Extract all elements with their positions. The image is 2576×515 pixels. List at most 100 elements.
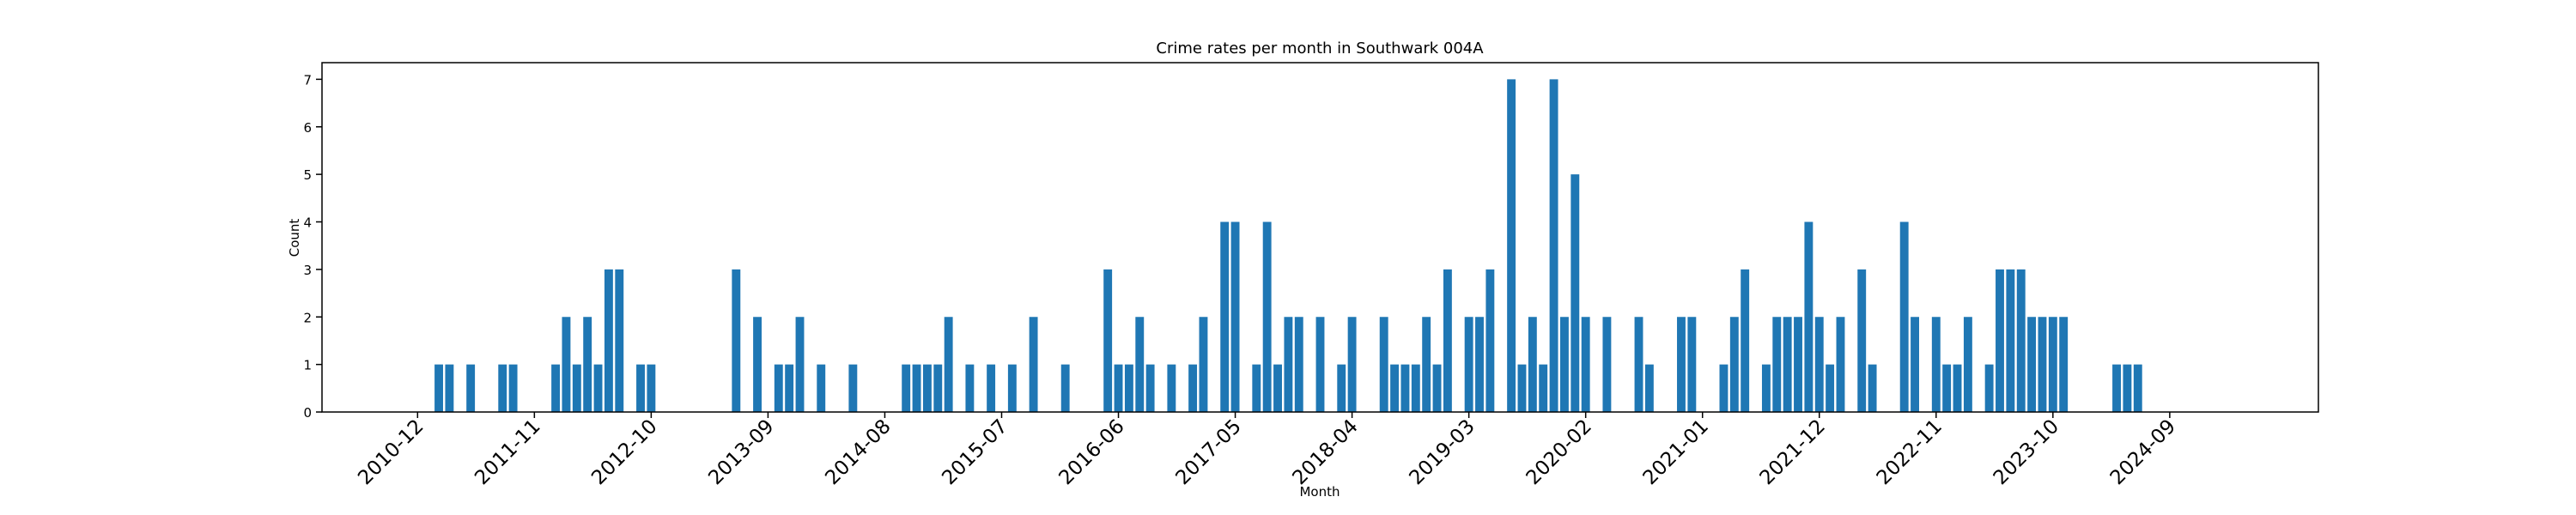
bar bbox=[944, 317, 953, 412]
bar bbox=[1783, 317, 1792, 412]
bar bbox=[1814, 317, 1824, 412]
bar bbox=[1687, 317, 1697, 412]
y-tick-label: 0 bbox=[303, 405, 312, 421]
bar bbox=[508, 364, 518, 412]
bar bbox=[1571, 174, 1580, 412]
bar bbox=[1284, 317, 1293, 412]
bar bbox=[1528, 317, 1537, 412]
y-tick-label: 7 bbox=[303, 72, 312, 88]
bar bbox=[1114, 364, 1123, 412]
bar bbox=[1899, 221, 1909, 412]
bar bbox=[922, 364, 932, 412]
x-axis-label: Month bbox=[1299, 484, 1340, 500]
bar bbox=[1963, 317, 1972, 412]
bar bbox=[1315, 317, 1325, 412]
bar bbox=[445, 364, 454, 412]
bar bbox=[1464, 317, 1473, 412]
bar bbox=[1857, 269, 1867, 412]
bar bbox=[1432, 364, 1442, 412]
x-tick-label: 2020-02 bbox=[1522, 415, 1596, 489]
bar bbox=[562, 317, 571, 412]
bar bbox=[1539, 364, 1548, 412]
y-tick-label: 2 bbox=[303, 310, 312, 325]
bar bbox=[732, 269, 741, 412]
bar bbox=[1772, 317, 1782, 412]
bar bbox=[1804, 221, 1814, 412]
bar bbox=[2059, 317, 2069, 412]
bar bbox=[1761, 364, 1771, 412]
bar bbox=[1931, 317, 1941, 412]
bar bbox=[498, 364, 507, 412]
bar bbox=[1411, 364, 1420, 412]
bar bbox=[1507, 79, 1516, 412]
x-tick-label: 2015-07 bbox=[938, 415, 1012, 489]
x-tick-label: 2014-08 bbox=[821, 415, 895, 489]
bar bbox=[1220, 221, 1230, 412]
bar bbox=[1060, 364, 1070, 412]
bar bbox=[1252, 364, 1261, 412]
bar bbox=[1294, 317, 1303, 412]
bar bbox=[1953, 364, 1962, 412]
bar bbox=[1794, 317, 1802, 412]
bar bbox=[1996, 269, 2004, 412]
x-tick-label: 2021-12 bbox=[1756, 415, 1830, 489]
bar bbox=[466, 364, 476, 412]
x-tick-label: 2022-11 bbox=[1873, 415, 1947, 489]
bar bbox=[647, 364, 656, 412]
bar bbox=[1634, 317, 1643, 412]
bar bbox=[1199, 317, 1208, 412]
bar bbox=[1475, 317, 1484, 412]
bar bbox=[1145, 364, 1155, 412]
bar bbox=[1741, 269, 1750, 412]
x-tick-label: 2019-03 bbox=[1406, 415, 1479, 489]
bar bbox=[604, 269, 613, 412]
x-tick-label: 2011-11 bbox=[471, 415, 544, 489]
bar bbox=[551, 364, 561, 412]
y-tick-label: 4 bbox=[303, 215, 312, 231]
bar bbox=[636, 364, 645, 412]
bar bbox=[785, 364, 794, 412]
plot-frame bbox=[321, 62, 2319, 413]
x-tick-label: 2018-04 bbox=[1288, 415, 1362, 489]
bar bbox=[2112, 364, 2121, 412]
bar bbox=[1719, 364, 1728, 412]
bar bbox=[1379, 317, 1388, 412]
bar bbox=[1347, 317, 1357, 412]
bar bbox=[987, 364, 996, 412]
bar bbox=[1984, 364, 1994, 412]
bar bbox=[2123, 364, 2132, 412]
bar bbox=[933, 364, 943, 412]
bar bbox=[1826, 364, 1835, 412]
bar bbox=[2006, 269, 2015, 412]
x-tick-label: 2017-05 bbox=[1171, 415, 1245, 489]
bar bbox=[1942, 364, 1952, 412]
bar bbox=[1029, 317, 1038, 412]
bar bbox=[615, 269, 624, 412]
bar bbox=[2027, 317, 2037, 412]
bar bbox=[1230, 221, 1240, 412]
bar bbox=[1559, 317, 1569, 412]
bar bbox=[848, 364, 858, 412]
chart-title: Crime rates per month in Southwark 004A bbox=[1156, 39, 1484, 58]
x-tick-label: 2013-09 bbox=[704, 415, 778, 489]
bar bbox=[1273, 364, 1282, 412]
bar bbox=[593, 364, 603, 412]
x-tick-label: 2012-10 bbox=[587, 415, 661, 489]
bar bbox=[965, 364, 975, 412]
bar bbox=[1007, 364, 1017, 412]
bar bbox=[1124, 364, 1133, 412]
bar bbox=[434, 364, 443, 412]
bar bbox=[1443, 269, 1452, 412]
bar bbox=[2038, 317, 2047, 412]
bar bbox=[774, 364, 783, 412]
y-axis-label: Count bbox=[287, 219, 302, 258]
bar bbox=[1677, 317, 1686, 412]
bar bbox=[1836, 317, 1845, 412]
y-tick-label: 5 bbox=[303, 167, 312, 183]
bar bbox=[1188, 364, 1198, 412]
y-tick-label: 6 bbox=[303, 120, 312, 136]
bar bbox=[1103, 269, 1113, 412]
bar bbox=[1602, 317, 1612, 412]
bar bbox=[912, 364, 921, 412]
